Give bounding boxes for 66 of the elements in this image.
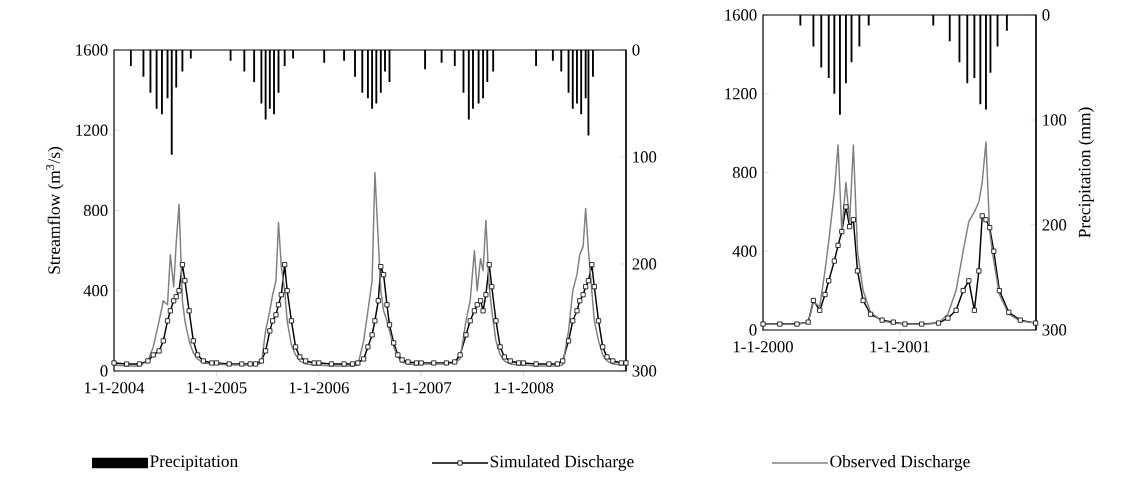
x-tick-label: 1-1-2007 [392,382,452,394]
y2-tick-label: 100 [1043,114,1067,126]
point [890,319,896,325]
point [839,229,845,235]
point [760,321,766,327]
y-axis-title: Streamflow (m$^{3}$/s) [45,146,64,274]
x-tick-label: 1-1-2005 [187,382,247,394]
legend-label: Precipitation [150,455,238,471]
legend-label: Observed Discharge [830,455,970,471]
y2-tick-label: 300 [1042,324,1067,336]
y-tick-label: 400 [83,285,108,297]
point [991,248,997,254]
point [810,297,816,303]
x-tick-label: 1-1-2008 [494,382,554,394]
y2-tick-label: 0 [632,44,640,56]
point [1017,317,1023,323]
y2-tick-label: 100 [633,151,657,163]
point [976,268,982,274]
point [826,278,832,284]
point [953,307,959,313]
y2-tick-label: 300 [632,365,657,377]
point [971,307,977,313]
y-tick-label: 400 [732,245,757,257]
point [805,319,811,325]
point [935,320,942,326]
x-tick-label: 1-1-2006 [289,382,349,394]
y-tick-label: 1600 [76,44,108,56]
point [996,288,1002,294]
point [879,317,885,323]
y-tick-label: 1200 [725,88,757,100]
y-tick-label: 0 [100,365,108,377]
y2-tick-label: 0 [1042,9,1050,21]
point [843,204,849,210]
y-tick-label: 1600 [725,9,757,21]
y-tick-label: 800 [732,166,757,179]
point [835,242,841,248]
y-tick-label: 1200 [76,124,108,136]
x-tick-label: 1-1-2001 [870,341,930,353]
point [860,297,866,303]
point [919,321,925,327]
point [902,321,908,327]
y2-axis-title: Precipitation (mm) [1078,107,1094,238]
point [854,268,861,274]
x-tick-label: 1-1-2004 [84,382,145,394]
point [979,213,985,219]
point [847,224,853,230]
point [1033,320,1039,326]
point [822,292,828,298]
point [794,321,800,327]
point [966,278,972,284]
point [987,225,993,231]
point [983,217,989,223]
point [831,258,837,264]
y2-tick-label: 200 [632,258,657,270]
y2-tick-label: 200 [1042,219,1067,231]
point [960,288,966,294]
y-tick-label: 0 [749,324,757,336]
point [1006,309,1012,315]
point [777,321,783,327]
point [868,311,874,317]
point [850,217,856,223]
x-tick-label: 1-1-2000 [733,341,793,353]
point [817,307,823,313]
point [945,315,951,321]
y-tick-label: 800 [83,204,108,217]
legend-label: Simulated Discharge [490,455,634,471]
